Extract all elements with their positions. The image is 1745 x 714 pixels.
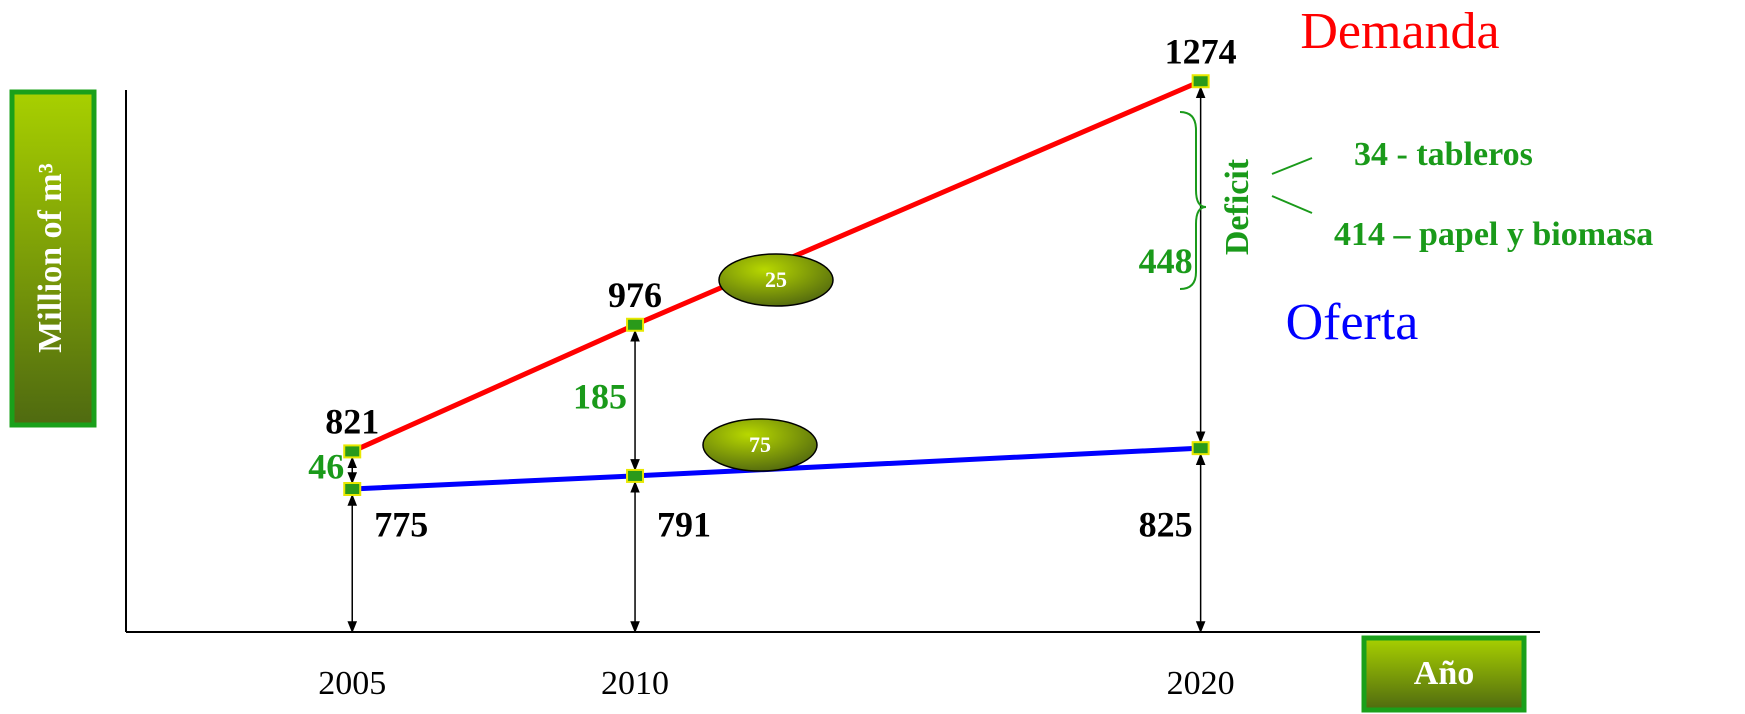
connector bbox=[1271, 157, 1313, 175]
share-ellipse bbox=[718, 253, 834, 307]
value-label: 825 bbox=[1139, 504, 1193, 544]
x-tick-label: 2005 bbox=[318, 665, 386, 702]
point-marker bbox=[343, 444, 362, 459]
y-axis-label: Million of m³ bbox=[32, 163, 69, 353]
legend-label: Oferta bbox=[1286, 294, 1419, 351]
value-label: 1274 bbox=[1165, 32, 1237, 72]
gap-label: 448 bbox=[1139, 241, 1193, 281]
point-marker bbox=[1191, 441, 1210, 456]
connector bbox=[1271, 195, 1313, 214]
value-label: 976 bbox=[608, 275, 662, 315]
share-label: 25 bbox=[765, 267, 787, 292]
y-label-box bbox=[9, 89, 97, 428]
x-tick-label: 2020 bbox=[1167, 665, 1235, 702]
deficit-label: Deficit bbox=[1219, 158, 1256, 255]
gap-label: 185 bbox=[573, 377, 627, 417]
share-ellipse bbox=[702, 418, 818, 472]
x-label-box bbox=[1361, 635, 1527, 713]
value-label: 821 bbox=[325, 402, 379, 442]
gap-label: 46 bbox=[308, 446, 344, 486]
point-marker bbox=[343, 482, 362, 496]
x-tick-label: 2010 bbox=[601, 665, 669, 702]
deficit-brace bbox=[1179, 111, 1207, 290]
point-marker bbox=[1191, 74, 1210, 89]
deficit-item: 414 – papel y biomasa bbox=[1334, 216, 1653, 253]
point-marker bbox=[626, 468, 645, 483]
legend-label: Demanda bbox=[1300, 3, 1499, 60]
value-label: 775 bbox=[374, 504, 428, 544]
deficit-item: 34 - tableros bbox=[1354, 136, 1533, 173]
x-axis-label: Año bbox=[1414, 655, 1474, 692]
value-label: 791 bbox=[657, 504, 711, 544]
share-label: 75 bbox=[749, 432, 771, 457]
point-marker bbox=[626, 317, 645, 332]
